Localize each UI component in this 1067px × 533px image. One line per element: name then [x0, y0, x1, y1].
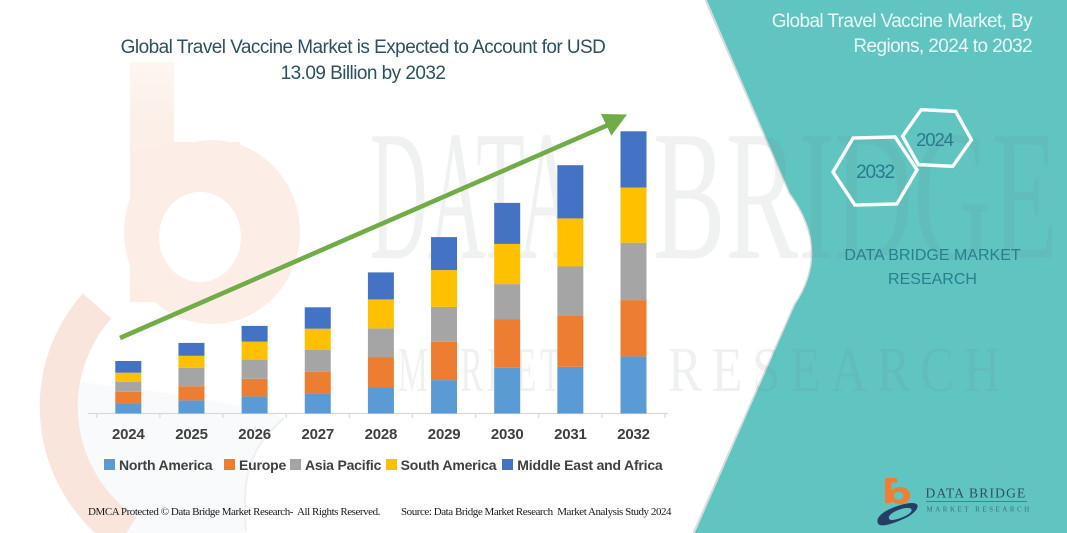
svg-text:RESEARCH: RESEARCH [668, 334, 1010, 405]
svg-text:DATA BRIDGE: DATA BRIDGE [926, 486, 1027, 501]
svg-text:DATA: DATA [370, 93, 576, 299]
svg-text:BRIDGE: BRIDGE [653, 93, 1058, 299]
svg-text:MARKET: MARKET [398, 334, 565, 405]
svg-text:MARKET RESEARCH: MARKET RESEARCH [927, 506, 1032, 514]
